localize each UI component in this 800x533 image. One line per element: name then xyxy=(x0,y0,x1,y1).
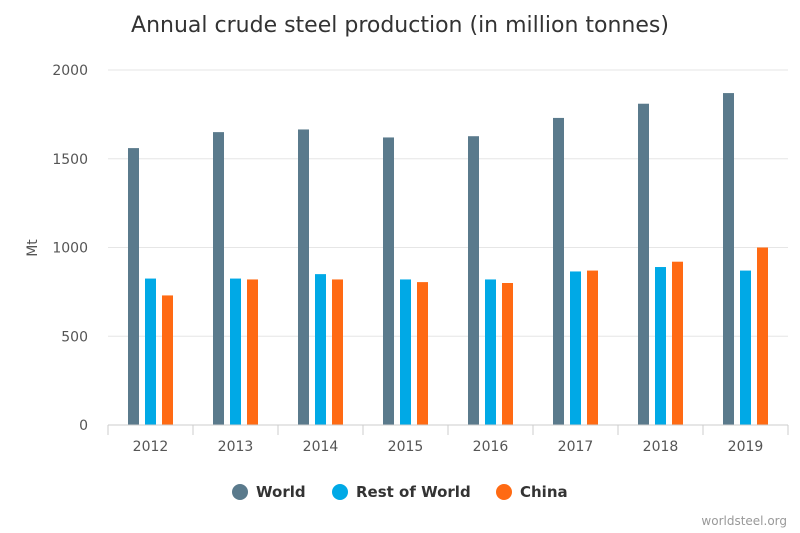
legend-marker xyxy=(496,484,512,500)
legend-marker xyxy=(332,484,348,500)
legend-item-world[interactable]: World xyxy=(232,483,306,501)
bar-rest-of-world-2018[interactable] xyxy=(655,267,666,425)
y-tick-label: 0 xyxy=(79,418,88,434)
y-tick-label: 1500 xyxy=(52,152,88,168)
bar-rest-of-world-2015[interactable] xyxy=(400,279,411,425)
bar-world-2019[interactable] xyxy=(723,93,734,425)
y-tick-label: 2000 xyxy=(52,63,88,79)
bar-china-2019[interactable] xyxy=(757,247,768,426)
y-tick-label: 1000 xyxy=(52,241,88,257)
bar-china-2016[interactable] xyxy=(502,283,513,425)
y-axis-ticks: 0 500 1000 1500 2000 xyxy=(52,63,88,434)
x-tick-label: 2018 xyxy=(643,439,679,455)
bar-china-2012[interactable] xyxy=(162,295,173,425)
x-tick-label: 2017 xyxy=(558,439,594,455)
legend-marker xyxy=(232,484,248,500)
bar-world-2015[interactable] xyxy=(383,137,394,425)
legend-label: China xyxy=(520,483,568,501)
y-tick-label: 500 xyxy=(61,329,88,345)
bar-rest-of-world-2019[interactable] xyxy=(740,270,751,425)
bar-rest-of-world-2017[interactable] xyxy=(570,271,581,425)
legend-label: Rest of World xyxy=(356,483,471,501)
x-tick-label: 2019 xyxy=(728,439,764,455)
credit-text[interactable]: worldsteel.org xyxy=(701,514,787,528)
y-axis-label: Mt xyxy=(25,239,41,257)
bar-rest-of-world-2013[interactable] xyxy=(230,278,241,425)
bar-world-2013[interactable] xyxy=(213,132,224,425)
legend-label: World xyxy=(256,483,306,501)
bar-rest-of-world-2016[interactable] xyxy=(485,279,496,425)
legend: World Rest of World China xyxy=(232,483,568,501)
bar-china-2017[interactable] xyxy=(587,270,598,425)
bar-world-2017[interactable] xyxy=(553,117,564,426)
x-tick-label: 2012 xyxy=(133,439,169,455)
x-tick-label: 2016 xyxy=(473,439,509,455)
x-tick-label: 2013 xyxy=(218,439,254,455)
bar-world-2014[interactable] xyxy=(298,129,309,425)
bar-rest-of-world-2014[interactable] xyxy=(315,274,326,425)
grid-lines xyxy=(108,69,788,337)
bar-rest-of-world-2012[interactable] xyxy=(145,278,156,425)
x-tick-label: 2015 xyxy=(388,439,424,455)
bar-world-2012[interactable] xyxy=(128,148,139,425)
legend-item-rest-of-world[interactable]: Rest of World xyxy=(332,483,471,501)
bar-china-2015[interactable] xyxy=(417,282,428,425)
bar-china-2014[interactable] xyxy=(332,279,343,425)
bar-world-2018[interactable] xyxy=(638,103,649,425)
chart-title: Annual crude steel production (in millio… xyxy=(131,13,669,38)
bar-world-2016[interactable] xyxy=(468,136,479,425)
legend-item-china[interactable]: China xyxy=(496,483,568,501)
bars xyxy=(128,93,768,426)
bar-china-2018[interactable] xyxy=(672,261,683,425)
x-axis: 2012 2013 2014 2015 2016 2017 2018 2019 xyxy=(107,424,789,455)
bar-china-2013[interactable] xyxy=(247,279,258,425)
x-tick-label: 2014 xyxy=(303,439,339,455)
